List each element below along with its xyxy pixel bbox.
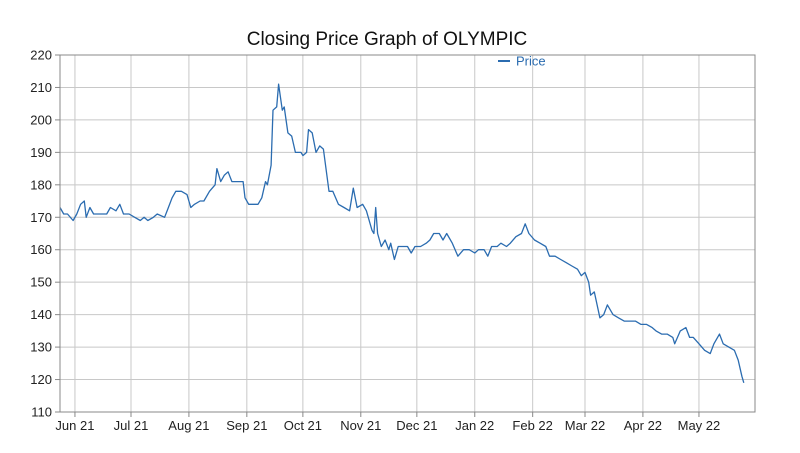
y-tick-label: 110 (31, 405, 52, 420)
legend-label: Price (516, 54, 546, 69)
series-group (59, 83, 745, 383)
y-tick-label: 120 (30, 372, 52, 387)
y-axis: 110 120 130 140 150 160 170 180 190 200 210 220 (30, 48, 60, 420)
y-tick-label: 200 (30, 112, 52, 127)
y-tick-label: 180 (30, 177, 52, 192)
series-line-price (59, 83, 745, 383)
x-tick-label: Mar 22 (565, 418, 605, 433)
x-tick-label: Nov 21 (340, 418, 381, 433)
x-tick-label: Feb 22 (512, 418, 552, 433)
legend: Price (498, 54, 546, 69)
y-tick-label: 130 (30, 340, 52, 355)
x-tick-label: Aug 21 (168, 418, 209, 433)
y-tick-label: 160 (30, 242, 52, 257)
x-tick-label: Jan 22 (455, 418, 494, 433)
x-tick-label: May 22 (678, 418, 721, 433)
y-tick-label: 210 (30, 80, 52, 95)
y-tick-label: 150 (30, 275, 52, 290)
x-tick-label: Jul 21 (114, 418, 149, 433)
chart-title: Closing Price Graph of OLYMPIC (247, 29, 528, 50)
y-tick-label: 190 (30, 145, 52, 160)
x-tick-label: Oct 21 (284, 418, 322, 433)
plot-frame (59, 54, 756, 413)
y-tick-label: 220 (30, 48, 52, 63)
y-tick-label: 140 (30, 307, 52, 322)
x-tick-label: Jun 21 (55, 418, 94, 433)
x-tick-label: Sep 21 (226, 418, 267, 433)
x-tick-label: Dec 21 (396, 418, 437, 433)
y-tick-label: 170 (30, 210, 52, 225)
x-tick-label: Apr 22 (624, 418, 662, 433)
x-axis: Jun 21 Jul 21 Aug 21 Sep 21 Oct 21 Nov 21 Dec … (55, 412, 720, 433)
